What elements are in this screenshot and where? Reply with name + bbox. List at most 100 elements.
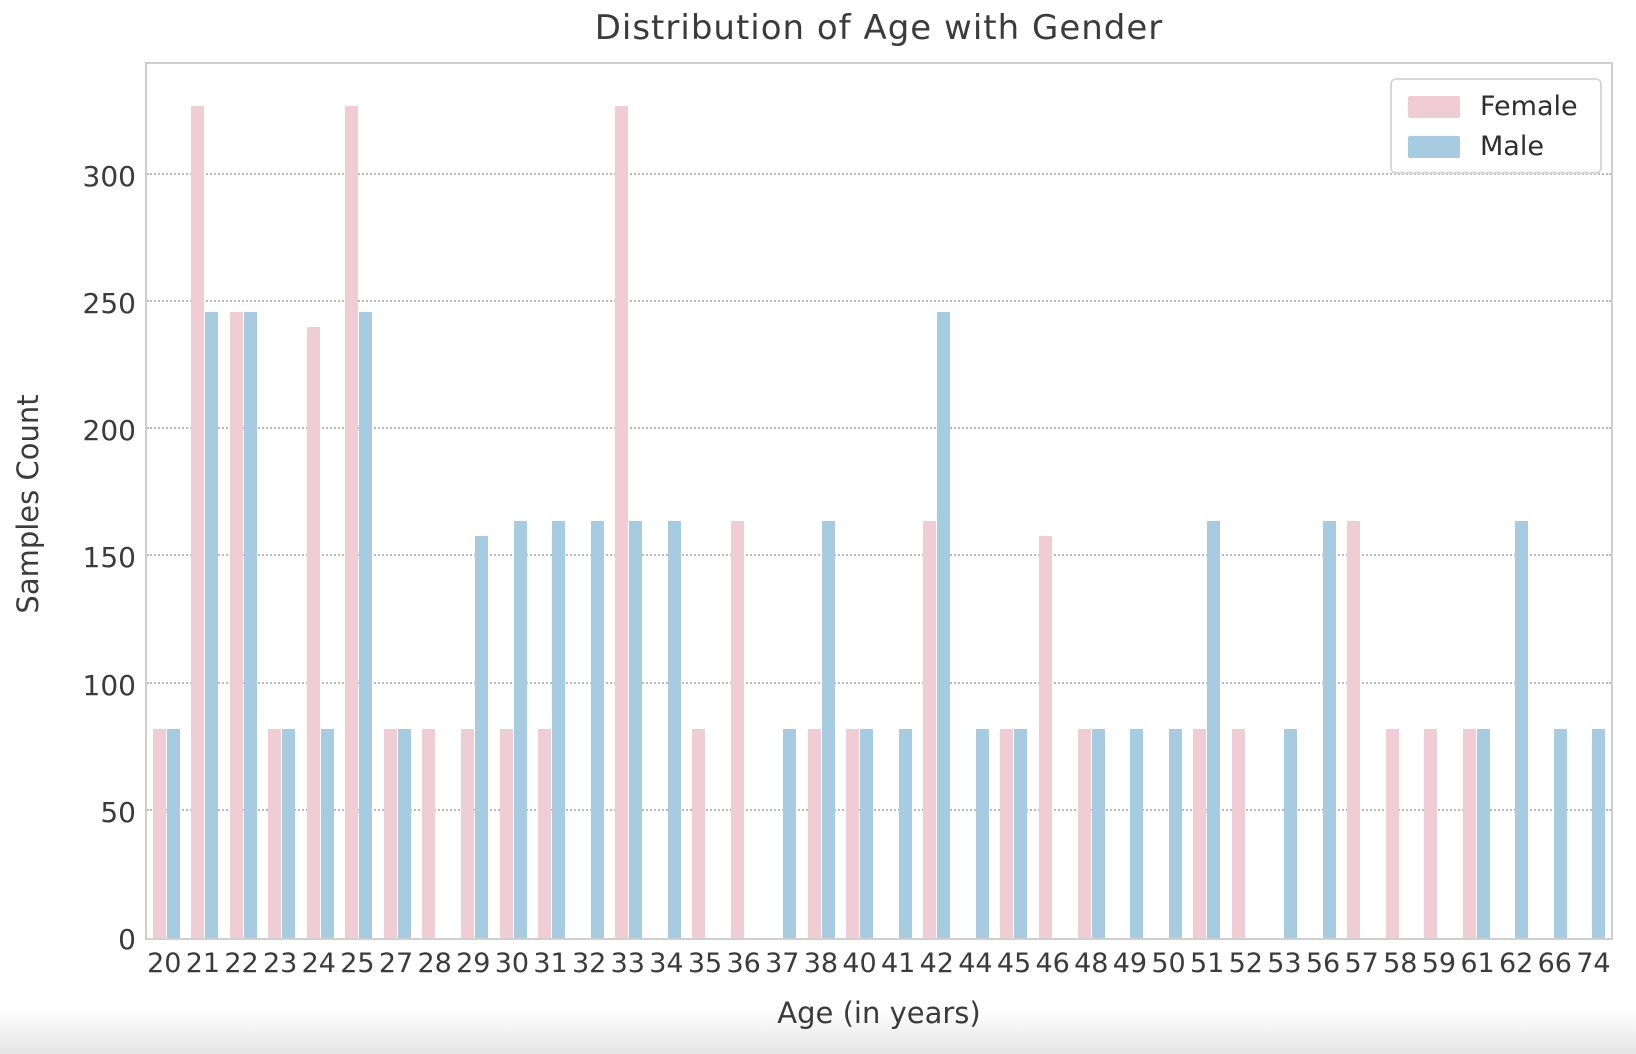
bar-group-22 (224, 64, 263, 938)
bar-group-37 (764, 64, 803, 938)
bar-female-40 (846, 729, 860, 938)
bar-male-27 (397, 729, 411, 938)
y-tick-50: 50 (100, 795, 136, 829)
x-tick-61: 61 (1460, 948, 1495, 979)
bar-male-37 (783, 729, 797, 938)
gridline-100 (147, 681, 1611, 684)
bar-female-33 (615, 105, 629, 938)
bar-female-36 (730, 520, 744, 938)
bar-group-53 (1264, 64, 1303, 938)
x-tick-32: 32 (572, 948, 607, 979)
bar-group-56 (1303, 64, 1342, 938)
bar-male-24 (320, 729, 334, 938)
bar-group-59 (1419, 64, 1458, 938)
bar-group-32 (571, 64, 610, 938)
bar-group-23 (263, 64, 302, 938)
bar-group-34 (648, 64, 687, 938)
bar-female-48 (1077, 729, 1091, 938)
bar-group-24 (301, 64, 340, 938)
y-tick-labels: 0 50 100 150 200 250 300 (0, 62, 136, 955)
bar-group-33 (609, 64, 648, 938)
legend-label-male: Male (1480, 131, 1544, 162)
bar-group-20 (147, 64, 186, 938)
bar-male-30 (513, 520, 527, 938)
x-tick-44: 44 (958, 948, 993, 979)
bar-group-29 (455, 64, 494, 938)
bar-male-45 (1014, 729, 1028, 938)
bar-group-35 (686, 64, 725, 938)
bar-male-29 (475, 535, 489, 938)
bar-female-52 (1231, 729, 1245, 938)
chart-title: Distribution of Age with Gender (594, 8, 1164, 48)
x-tick-49: 49 (1112, 948, 1148, 979)
x-tick-48: 48 (1074, 948, 1109, 979)
gridline-200 (147, 427, 1611, 430)
bar-group-42 (918, 64, 957, 938)
bar-female-30 (499, 729, 513, 938)
x-tick-29: 29 (456, 948, 491, 979)
x-tick-42: 42 (919, 948, 954, 979)
y-tick-200: 200 (82, 414, 136, 448)
bar-male-22 (243, 311, 257, 938)
bar-female-59 (1424, 729, 1438, 938)
bar-female-20 (152, 729, 166, 938)
bar-female-58 (1385, 729, 1399, 938)
bar-male-51 (1207, 520, 1221, 938)
x-tick-24: 24 (301, 948, 336, 979)
bar-female-27 (383, 729, 397, 938)
bar-female-22 (229, 311, 243, 938)
y-tick-100: 100 (82, 668, 136, 702)
bar-group-46 (1033, 64, 1072, 938)
bar-male-74 (1592, 729, 1606, 938)
x-tick-33: 33 (610, 948, 645, 979)
x-tick-46: 46 (1035, 948, 1070, 979)
x-tick-58: 58 (1383, 948, 1418, 979)
x-tick-labels: 20 21 22 23 24 25 27 28 29 30 31 32 33 34 35 36 37 38 40 41… (145, 948, 1613, 979)
x-tick-30: 30 (494, 948, 530, 979)
x-tick-31: 31 (533, 948, 568, 979)
x-tick-37: 37 (765, 948, 800, 979)
gridline-150 (147, 554, 1611, 557)
x-tick-23: 23 (263, 948, 298, 979)
x-tick-34: 34 (649, 948, 684, 979)
bar-female-24 (306, 327, 320, 938)
bar-male-25 (359, 311, 373, 938)
gridline-300 (147, 172, 1611, 175)
bar-male-53 (1284, 729, 1298, 938)
bar-female-31 (538, 729, 552, 938)
x-tick-45: 45 (996, 948, 1032, 979)
bar-male-40 (860, 729, 874, 938)
bar-group-31 (532, 64, 571, 938)
y-tick-250: 250 (82, 286, 136, 320)
bar-male-50 (1168, 729, 1182, 938)
bar-male-44 (975, 729, 989, 938)
bar-female-51 (1193, 729, 1207, 938)
x-tick-74: 74 (1576, 948, 1611, 979)
bar-female-42 (923, 520, 937, 938)
bar-female-57 (1347, 520, 1361, 938)
x-axis-label: Age (in years) (777, 996, 981, 1030)
legend-swatch-female (1408, 96, 1460, 118)
x-tick-20: 20 (147, 948, 182, 979)
bar-group-38 (802, 64, 841, 938)
x-tick-35: 35 (687, 948, 723, 979)
gridline-50 (147, 808, 1611, 811)
legend-swatch-male (1408, 136, 1460, 158)
bar-male-61 (1476, 729, 1490, 938)
y-tick-0: 0 (118, 923, 136, 956)
bar-group-74 (1573, 64, 1612, 938)
x-tick-41: 41 (881, 948, 916, 979)
x-tick-22: 22 (224, 948, 259, 979)
x-tick-57: 57 (1344, 948, 1379, 979)
x-tick-25: 25 (340, 948, 375, 979)
legend: Female Male (1390, 78, 1602, 174)
bar-group-61 (1457, 64, 1496, 938)
bar-male-56 (1322, 520, 1336, 938)
bar-female-29 (461, 729, 475, 938)
bar-male-42 (937, 311, 951, 938)
x-tick-50: 50 (1151, 948, 1186, 979)
bar-female-38 (807, 729, 821, 938)
bar-group-57 (1341, 64, 1380, 938)
bar-group-41 (879, 64, 918, 938)
